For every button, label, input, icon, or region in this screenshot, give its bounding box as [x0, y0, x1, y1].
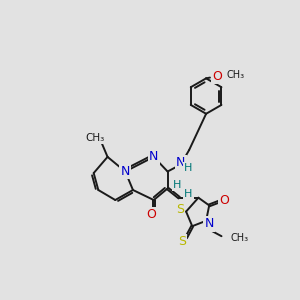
Text: N: N	[149, 150, 158, 164]
Text: N: N	[205, 218, 214, 230]
Text: O: O	[212, 70, 222, 83]
Text: S: S	[178, 235, 186, 248]
Text: O: O	[219, 194, 229, 206]
Text: H: H	[173, 180, 181, 190]
Text: CH₃: CH₃	[231, 233, 249, 243]
Text: N: N	[121, 165, 130, 178]
Text: H: H	[184, 189, 193, 199]
Text: N: N	[176, 156, 185, 169]
Text: O: O	[146, 208, 156, 221]
Text: S: S	[176, 203, 184, 216]
Text: H: H	[184, 163, 193, 173]
Text: CH₃: CH₃	[85, 134, 105, 143]
Text: CH₃: CH₃	[227, 70, 245, 80]
